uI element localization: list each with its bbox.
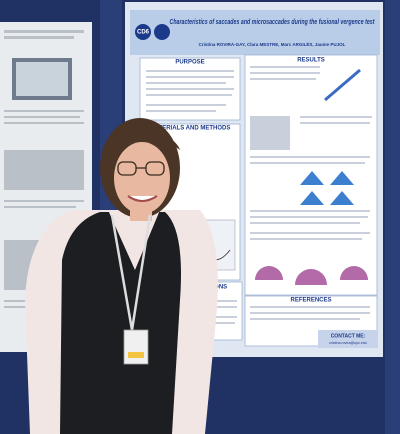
glasses <box>117 161 165 176</box>
face <box>114 142 170 214</box>
contact-box <box>318 330 378 348</box>
vest <box>60 212 181 434</box>
poster-authors: Cristina ROVIRA-GAY, Clara MESTRE, Marc … <box>199 40 346 47</box>
section-heading: MATERIALS AND METHODS <box>150 126 231 132</box>
section-heading: RESULTS <box>297 58 325 64</box>
logo: CD6 <box>137 30 150 36</box>
section-heading: REFERENCES <box>290 298 331 304</box>
poster-header <box>130 10 380 55</box>
neck <box>130 205 152 221</box>
section-heading: PURPOSE <box>175 60 204 66</box>
poster-title: Characteristics of saccades and microsac… <box>170 17 375 26</box>
logo-badge <box>154 24 170 40</box>
person <box>25 118 218 434</box>
smile <box>127 195 158 202</box>
contact-email: cristina.rovira@upc.edu <box>329 341 367 345</box>
badge <box>123 329 149 365</box>
board-frame <box>385 0 400 434</box>
logo-badge <box>135 24 151 40</box>
fringe <box>102 128 180 150</box>
collar <box>108 210 160 270</box>
poster-text-lines <box>146 66 372 324</box>
left-poster-photo-inner <box>16 62 68 96</box>
contact-label: CONTACT ME: <box>331 333 366 339</box>
badge-strip <box>128 352 144 358</box>
